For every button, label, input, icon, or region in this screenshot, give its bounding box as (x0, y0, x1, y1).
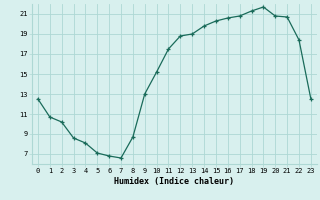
X-axis label: Humidex (Indice chaleur): Humidex (Indice chaleur) (115, 177, 234, 186)
